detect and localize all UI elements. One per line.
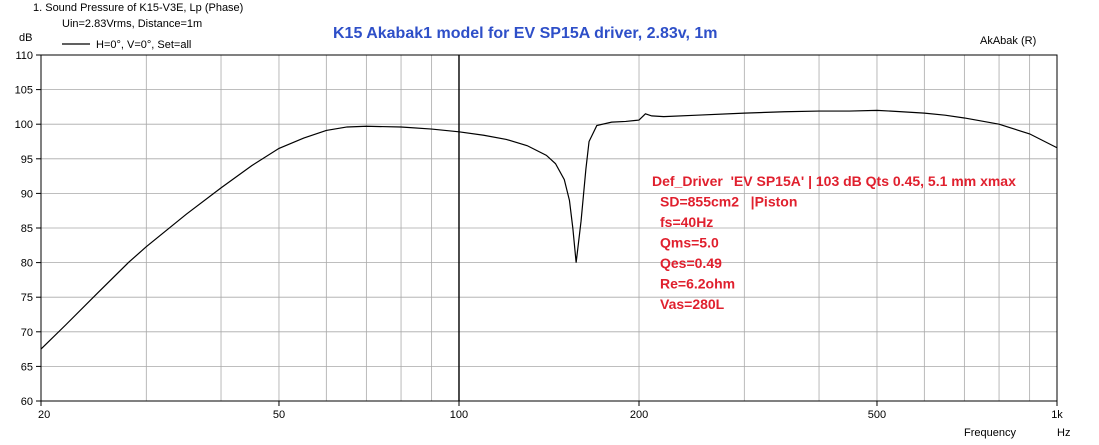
y-tick-label: 65 <box>21 361 33 373</box>
watermark-label: AkAbak (R) <box>980 35 1036 47</box>
driver-parameter-line: Qes=0.49 <box>660 255 722 271</box>
spl-curve <box>40 109 1058 350</box>
y-tick-label: 60 <box>21 396 33 408</box>
driver-parameter-line: Def_Driver 'EV SP15A' | 103 dB Qts 0.45,… <box>652 173 1016 189</box>
y-axis-unit: dB <box>19 32 32 44</box>
y-tick-label: 95 <box>21 154 33 166</box>
driver-parameter-line: Vas=280L <box>660 296 725 312</box>
chart-title: K15 Akabak1 model for EV SP15A driver, 2… <box>333 25 717 42</box>
legend-entry: H=0°, V=0°, Set=all <box>96 39 191 51</box>
measurement-conditions: Uin=2.83Vrms, Distance=1m <box>62 18 202 30</box>
y-tick-label: 100 <box>15 119 33 131</box>
y-tick-label: 85 <box>21 223 33 235</box>
driver-parameter-line: SD=855cm2 |Piston <box>660 194 797 210</box>
x-tick-label: 50 <box>273 409 285 421</box>
y-tick-label: 75 <box>21 292 33 304</box>
x-axis-title: Frequency <box>964 427 1016 439</box>
window-title: 1. Sound Pressure of K15-V3E, Lp (Phase) <box>33 2 243 14</box>
y-tick-label: 80 <box>21 258 33 270</box>
driver-parameter-line: Qms=5.0 <box>660 235 719 251</box>
plot-frame <box>40 54 1058 402</box>
driver-parameter-line: Re=6.2ohm <box>660 276 735 292</box>
y-tick-label: 105 <box>15 85 33 97</box>
driver-parameter-line: fs=40Hz <box>660 214 713 230</box>
x-tick-label: 200 <box>630 409 648 421</box>
axis-ticks: 110 105 100 95 90 85 80 75 70 65 60 20 50 100 200 500 1k <box>15 50 1064 421</box>
x-tick-label: 20 <box>38 409 50 421</box>
x-axis-unit: Hz <box>1057 427 1070 439</box>
x-tick-label: 1k <box>1051 409 1063 421</box>
x-tick-label: 100 <box>450 409 468 421</box>
y-tick-label: 70 <box>21 327 33 339</box>
grid <box>41 55 1057 401</box>
y-tick-label: 90 <box>21 188 33 200</box>
y-tick-label: 110 <box>15 50 33 62</box>
x-tick-label: 500 <box>868 409 886 421</box>
driver-parameters: Def_Driver 'EV SP15A' | 103 dB Qts 0.45,… <box>652 173 1016 312</box>
